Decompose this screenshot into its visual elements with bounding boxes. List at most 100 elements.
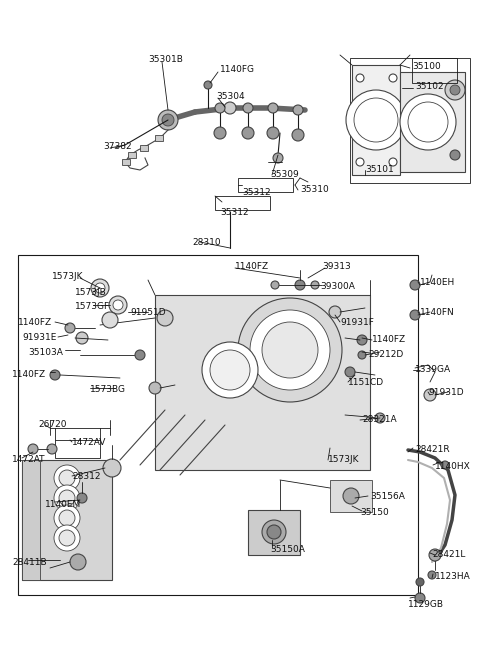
Bar [330,480,372,512]
Circle shape [202,342,258,398]
Circle shape [224,102,236,114]
Circle shape [77,493,87,503]
Circle shape [358,351,366,359]
Bar [412,58,457,83]
Circle shape [389,74,397,82]
Text: 1573JK: 1573JK [52,272,84,281]
Circle shape [293,105,303,115]
Circle shape [271,281,279,289]
Text: 28411B: 28411B [12,558,47,567]
Circle shape [250,310,330,390]
Circle shape [113,300,123,310]
Circle shape [410,280,420,290]
Circle shape [329,306,341,318]
Bar [140,145,148,151]
Circle shape [65,323,75,333]
Circle shape [149,382,161,394]
Circle shape [91,279,109,297]
Text: 1573JB: 1573JB [75,288,107,297]
Circle shape [357,335,367,345]
Bar [238,178,293,192]
Circle shape [346,90,406,150]
Circle shape [416,578,424,586]
Circle shape [273,153,283,163]
Bar [352,65,400,175]
Text: 1140FZ: 1140FZ [235,262,269,271]
Circle shape [445,80,465,100]
Text: 1140HX: 1140HX [435,462,471,471]
Text: 91931D: 91931D [428,388,464,397]
Text: 28421L: 28421L [432,550,466,559]
Bar [18,255,418,595]
Circle shape [59,490,75,506]
Circle shape [54,525,80,551]
Text: 1140FZ: 1140FZ [12,370,46,379]
Circle shape [50,370,60,380]
Circle shape [389,158,397,166]
Text: 1123HA: 1123HA [435,572,471,581]
Circle shape [345,367,355,377]
Circle shape [103,459,121,477]
Circle shape [262,322,318,378]
Circle shape [242,127,254,139]
Text: 91931F: 91931F [340,318,374,327]
Text: 1140FZ: 1140FZ [18,318,52,327]
Circle shape [267,525,281,539]
Circle shape [410,310,420,320]
Circle shape [204,81,212,89]
Text: 35301B: 35301B [148,55,183,64]
Text: 35101: 35101 [365,165,394,174]
Circle shape [450,150,460,160]
Text: 29212D: 29212D [368,350,403,359]
Circle shape [158,110,178,130]
Text: 1339GA: 1339GA [415,365,451,374]
Text: 1472AV: 1472AV [72,438,107,447]
Circle shape [428,571,436,579]
Bar [350,58,470,183]
Circle shape [157,310,173,326]
Text: 35156A: 35156A [370,492,405,501]
Bar [155,135,163,141]
Circle shape [162,114,174,126]
Text: 1129GB: 1129GB [408,600,444,609]
Circle shape [109,296,127,314]
Circle shape [59,530,75,546]
Circle shape [295,280,305,290]
Circle shape [243,103,253,113]
Text: 37382: 37382 [103,142,132,151]
Circle shape [102,312,118,328]
Circle shape [47,444,57,454]
Bar [22,460,40,580]
Bar [155,295,370,470]
Text: 1140FG: 1140FG [220,65,255,74]
Circle shape [95,283,105,293]
Text: 1472AT: 1472AT [12,455,46,464]
Circle shape [262,520,286,544]
Text: 35304: 35304 [216,92,245,101]
Circle shape [54,485,80,511]
Circle shape [28,444,38,454]
Text: 91931E: 91931E [22,333,56,342]
Bar [55,440,100,458]
Circle shape [343,488,359,504]
Text: 28310: 28310 [192,238,221,247]
Text: 91951D: 91951D [130,308,166,317]
Text: 1140FZ: 1140FZ [372,335,406,344]
Text: 1573GF: 1573GF [75,302,110,311]
Text: 1573JK: 1573JK [328,455,360,464]
Text: 39313: 39313 [322,262,351,271]
Circle shape [59,470,75,486]
Text: 1573BG: 1573BG [90,385,126,394]
Text: 28321A: 28321A [362,415,396,424]
Circle shape [268,103,278,113]
Circle shape [214,127,226,139]
Text: 1140EM: 1140EM [45,500,81,509]
Circle shape [424,389,436,401]
Bar [22,460,112,580]
Circle shape [292,129,304,141]
Circle shape [76,332,88,344]
Bar [248,510,300,555]
Text: 35309: 35309 [270,170,299,179]
Circle shape [267,127,279,139]
Circle shape [210,350,250,390]
